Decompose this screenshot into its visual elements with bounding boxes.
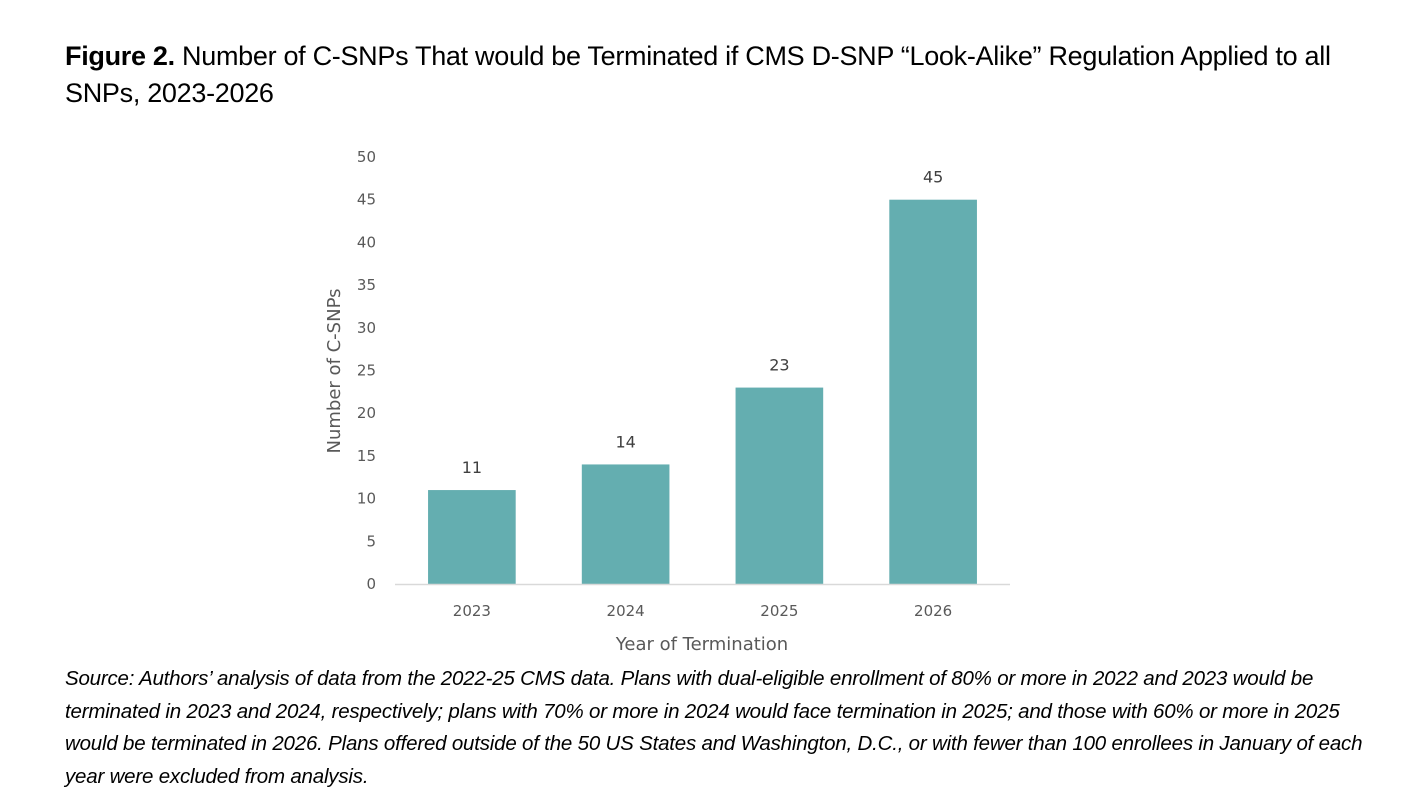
figure-label: Figure 2. (65, 41, 175, 71)
data-label: 45 (923, 168, 943, 187)
data-label: 11 (462, 458, 482, 477)
y-tick-label: 40 (357, 233, 376, 251)
x-axis-ticks: 2023 2024 2025 2026 (453, 602, 952, 620)
bar-2025 (735, 387, 824, 584)
x-tick-label: 2026 (914, 602, 952, 620)
y-tick-label: 50 (357, 148, 376, 166)
bar-2026 (889, 199, 977, 584)
y-tick-label: 45 (357, 191, 376, 209)
source-note: Source: Authors’ analysis of data from t… (65, 667, 1363, 788)
y-tick-label: 0 (366, 575, 376, 593)
y-axis-label: Number of C-SNPs (324, 289, 345, 454)
y-tick-label: 25 (357, 362, 376, 380)
y-tick-label: 5 (366, 532, 376, 550)
figure-title-text: Number of C-SNPs That would be Terminate… (65, 41, 1331, 108)
data-label: 23 (769, 356, 789, 375)
y-tick-label: 20 (357, 404, 376, 422)
y-tick-label: 15 (357, 447, 376, 465)
data-labels: 11 14 23 45 (462, 168, 944, 477)
x-tick-label: 2025 (760, 602, 798, 620)
y-tick-label: 35 (357, 276, 376, 294)
figure-title: Figure 2. Number of C-SNPs That would be… (65, 38, 1365, 112)
y-axis-ticks: 0 5 10 15 20 25 30 35 40 45 50 (357, 148, 376, 593)
x-tick-label: 2024 (607, 602, 645, 620)
y-tick-label: 10 (357, 490, 376, 508)
x-axis-label: Year of Termination (615, 634, 788, 655)
bars (428, 199, 977, 584)
bar-2023 (428, 490, 516, 584)
bar-2024 (581, 464, 670, 584)
data-label: 14 (615, 432, 635, 451)
x-tick-label: 2023 (453, 602, 491, 620)
y-tick-label: 30 (357, 319, 376, 337)
